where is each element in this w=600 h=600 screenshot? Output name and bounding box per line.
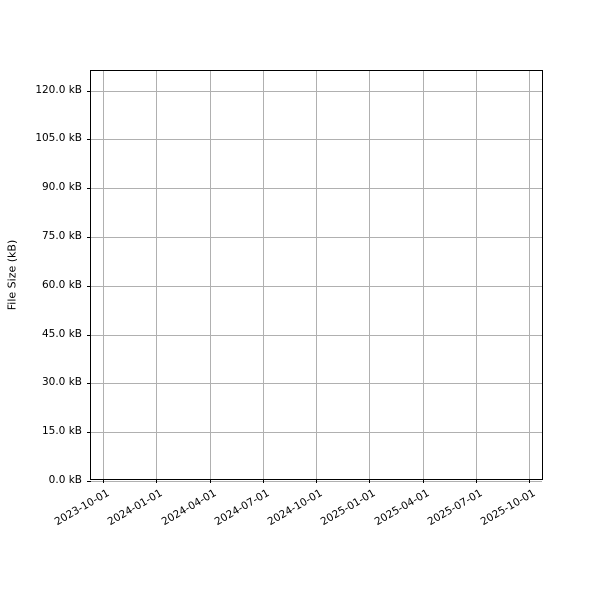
x-axis-tick-label: 2023-10-01 xyxy=(52,487,112,529)
y-axis-tick-label-group: 0.0 kB 15.0 kB 30.0 kB 45.0 kB 60.0 kB 75.0 k… xyxy=(0,0,82,600)
tick-mark-x xyxy=(529,479,530,483)
tick-mark-y xyxy=(87,383,91,385)
y-axis-tick-label: 60.0 kB xyxy=(41,278,82,291)
gridline-vertical xyxy=(316,71,317,479)
tick-mark-y xyxy=(87,285,91,287)
tick-mark-x xyxy=(209,479,211,483)
y-axis-tick-label: 45.0 kB xyxy=(41,327,82,340)
y-axis-tick-label: 15.0 kB xyxy=(41,424,82,437)
tick-mark-x xyxy=(103,479,104,483)
tick-mark-y xyxy=(87,90,91,92)
y-axis-tick-label: 90.0 kB xyxy=(41,180,82,193)
x-axis-tick-label: 2024-04-01 xyxy=(159,487,218,529)
tick-mark-y xyxy=(87,334,91,336)
x-axis-tick-label: 2025-01-01 xyxy=(318,487,378,529)
x-axis-tick-label: 2025-04-01 xyxy=(372,487,431,529)
gridline-vertical xyxy=(262,71,264,479)
tick-mark-y xyxy=(87,188,91,190)
x-axis-tick-label: 2024-01-01 xyxy=(105,487,165,529)
tick-mark-x xyxy=(156,479,158,483)
y-axis-tick-label: 75.0 kB xyxy=(41,229,82,242)
gridline-vertical xyxy=(369,71,371,479)
tick-mark-y xyxy=(87,236,91,238)
tick-mark-x xyxy=(316,479,317,483)
y-axis-tick-label: 105.0 kB xyxy=(35,132,82,145)
tick-mark-y xyxy=(87,481,91,482)
gridline-vertical xyxy=(103,71,104,479)
tick-mark-y xyxy=(87,139,91,141)
tick-mark-x xyxy=(369,479,371,483)
plot-area xyxy=(87,70,543,483)
y-axis-tick-label: 120.0 kB xyxy=(35,83,82,96)
x-axis-tick-label: 2024-10-01 xyxy=(265,487,325,529)
gridline-vertical xyxy=(209,71,211,479)
y-axis-tick-label: 0.0 kB xyxy=(48,473,82,486)
y-axis-tick-label: 30.0 kB xyxy=(41,376,82,389)
tick-mark-x xyxy=(422,479,424,483)
x-axis-tick-label: 2024-07-01 xyxy=(212,487,272,529)
x-axis-tick-label: 2025-07-01 xyxy=(425,487,485,529)
x-axis-tick-label: 2025-10-01 xyxy=(478,487,538,529)
gridline-vertical xyxy=(156,71,158,479)
tick-mark-x xyxy=(475,479,477,483)
gridline-vertical xyxy=(422,71,424,479)
gridline-vertical xyxy=(475,71,477,479)
tick-mark-y xyxy=(87,432,91,434)
gridline-vertical xyxy=(529,71,530,479)
tick-mark-x xyxy=(262,479,264,483)
